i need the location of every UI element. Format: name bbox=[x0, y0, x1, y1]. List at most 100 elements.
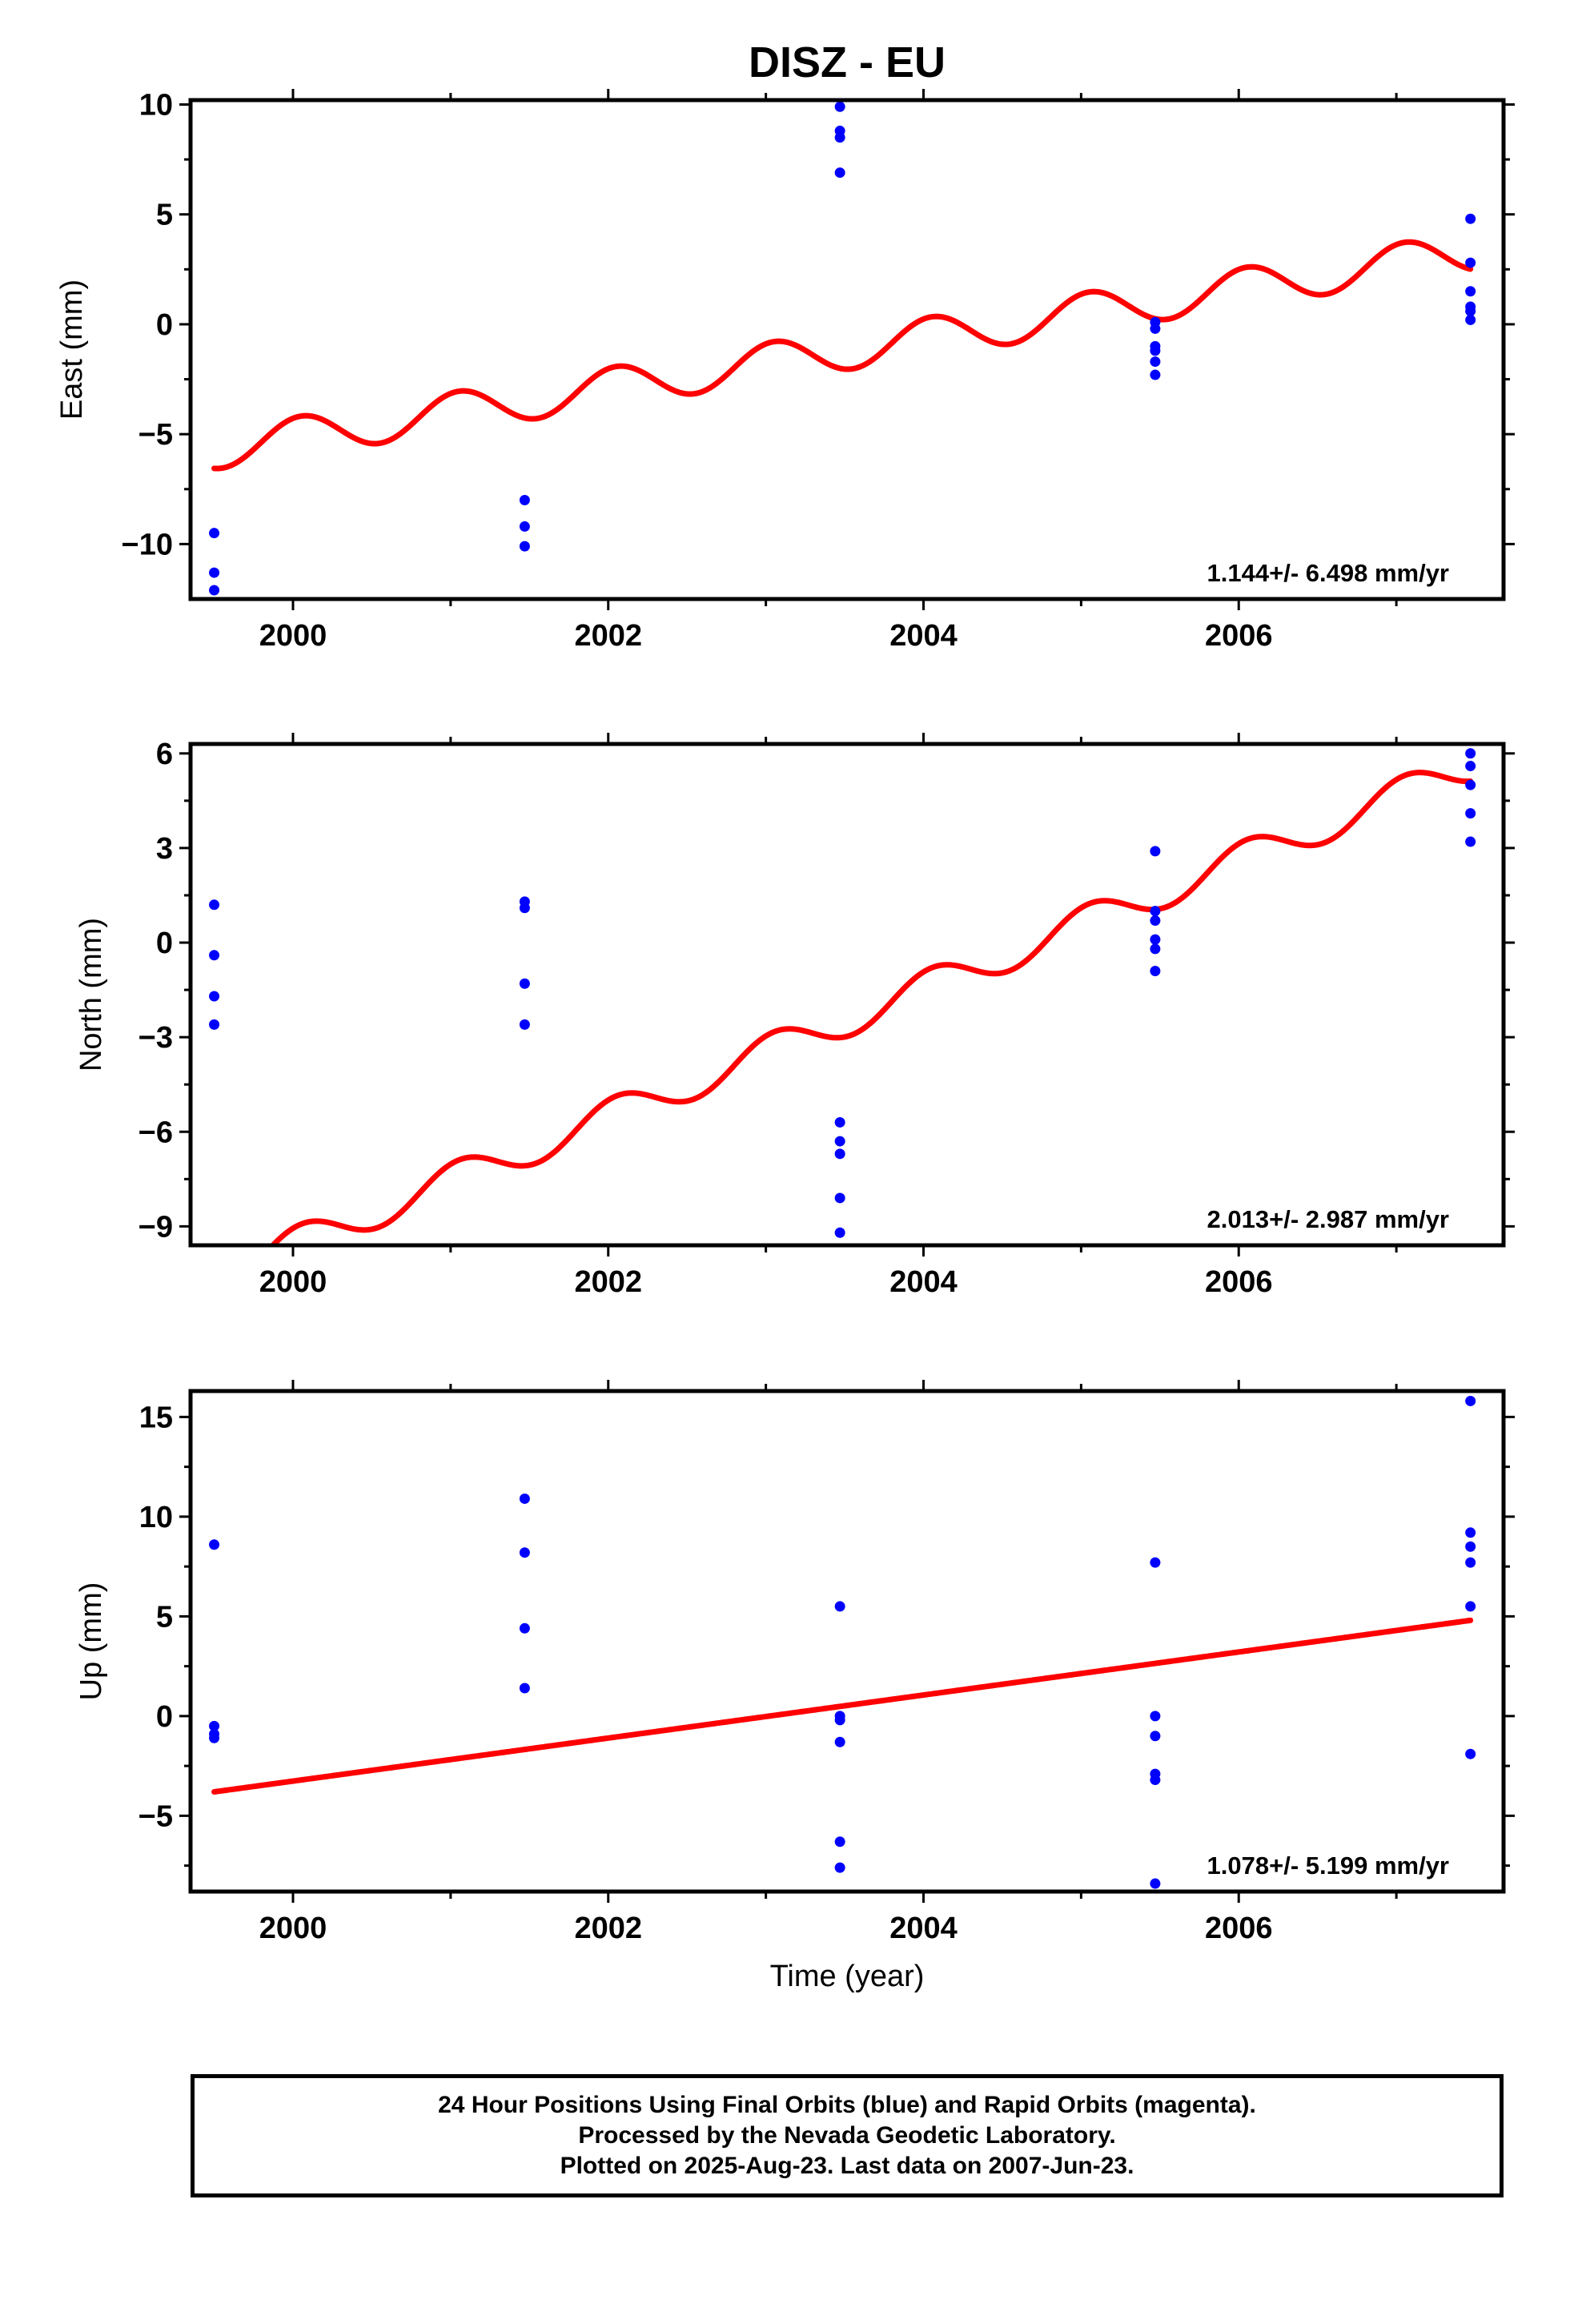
up-data-point bbox=[834, 1836, 845, 1848]
up-data-point bbox=[834, 1862, 845, 1873]
east-data-point bbox=[519, 495, 530, 505]
east-model-line bbox=[211, 239, 1474, 472]
east-x-tick-label: 2000 bbox=[259, 619, 327, 653]
east-data-point bbox=[1150, 369, 1161, 380]
up-y-tick-label: 0 bbox=[156, 1700, 173, 1734]
east-data-point bbox=[834, 132, 845, 143]
up-data-point bbox=[519, 1622, 530, 1634]
panel-north: 2000 2002 2004 2006 −9 −6 −3 0 3 6 North (mm) 2.013… bbox=[74, 733, 1515, 1299]
panel-up: 2000 2002 2004 2006 −5 0 5 10 15 Up (mm) 1.078+/- … bbox=[74, 1380, 1515, 1993]
up-y-axis-label: Up (mm) bbox=[74, 1582, 108, 1701]
east-data-point bbox=[519, 541, 530, 552]
east-data-point bbox=[1150, 356, 1161, 368]
north-data-point bbox=[1150, 915, 1161, 926]
east-data-point bbox=[1465, 305, 1476, 316]
up-data-point bbox=[209, 1732, 220, 1743]
east-data-point bbox=[1465, 286, 1476, 297]
north-x-tick-label: 2004 bbox=[889, 1265, 958, 1299]
up-data-point bbox=[834, 1736, 845, 1747]
east-data-point bbox=[1150, 345, 1161, 356]
east-y-tick-label: −5 bbox=[139, 418, 173, 452]
east-rate-label: 1.144+/- 6.498 mm/yr bbox=[1207, 559, 1449, 587]
east-data-point bbox=[1465, 257, 1476, 268]
north-data-point bbox=[1150, 934, 1161, 945]
up-axes-frame bbox=[188, 1389, 1506, 1894]
east-data-point bbox=[1150, 323, 1161, 334]
east-axes-frame bbox=[188, 98, 1506, 601]
up-model-line bbox=[211, 1617, 1474, 1795]
up-y-tick-label: 5 bbox=[156, 1600, 173, 1634]
east-y-tick-label: 10 bbox=[139, 88, 173, 122]
up-data-point bbox=[1465, 1395, 1476, 1406]
east-data-point bbox=[209, 585, 220, 596]
north-data-point bbox=[519, 978, 530, 989]
up-data-point bbox=[519, 1493, 530, 1504]
up-data-point bbox=[1150, 1557, 1161, 1568]
up-y-tick-label: 15 bbox=[139, 1401, 173, 1434]
east-data-point bbox=[1465, 314, 1476, 325]
up-data-point bbox=[519, 1547, 530, 1558]
east-y-axis-label: East (mm) bbox=[55, 279, 89, 420]
up-rate-label: 1.078+/- 5.199 mm/yr bbox=[1207, 1852, 1449, 1880]
up-data-point bbox=[209, 1539, 220, 1550]
up-data-point bbox=[1465, 1601, 1476, 1612]
up-x-tick-label: 2000 bbox=[259, 1912, 327, 1945]
north-y-tick-label: −9 bbox=[139, 1210, 173, 1244]
north-data-point bbox=[834, 1148, 845, 1160]
north-data-point bbox=[209, 991, 220, 1002]
north-data-point bbox=[1465, 836, 1476, 847]
north-x-tick-label: 2006 bbox=[1205, 1265, 1273, 1299]
east-y-tick-label: 5 bbox=[156, 199, 173, 232]
up-data-point bbox=[1465, 1541, 1476, 1552]
north-data-point bbox=[209, 1019, 220, 1030]
north-x-tick-label: 2002 bbox=[574, 1265, 642, 1299]
caption-line-3: Plotted on 2025-Aug-23. Last data on 200… bbox=[560, 2153, 1134, 2179]
north-data-point bbox=[209, 950, 220, 961]
up-data-point bbox=[519, 1683, 530, 1694]
east-y-tick-label: −10 bbox=[122, 528, 173, 561]
caption-line-2: Processed by the Nevada Geodetic Laborat… bbox=[578, 2122, 1116, 2149]
up-data-point bbox=[1150, 1775, 1161, 1786]
east-data-point bbox=[1465, 213, 1476, 224]
north-data-point bbox=[519, 1019, 530, 1030]
panels-group: 2000 2002 2004 2006 −10 −5 0 5 10 East (mm) 1.144+… bbox=[55, 88, 1515, 1993]
north-data-point bbox=[1465, 779, 1476, 790]
east-y-tick-label: 0 bbox=[156, 308, 173, 342]
north-y-tick-label: 6 bbox=[156, 738, 173, 771]
up-data-point bbox=[1465, 1748, 1476, 1759]
caption-line-1: 24 Hour Positions Using Final Orbits (bl… bbox=[438, 2092, 1256, 2118]
north-data-point bbox=[1150, 943, 1161, 955]
up-data-point bbox=[1150, 1878, 1161, 1889]
north-data-point bbox=[519, 903, 530, 914]
north-data-point bbox=[1150, 846, 1161, 857]
north-model-line bbox=[269, 770, 1474, 1245]
north-data-point bbox=[209, 899, 220, 911]
up-data-point bbox=[209, 1720, 220, 1731]
up-x-tick-label: 2002 bbox=[574, 1912, 642, 1945]
north-data-point bbox=[834, 1227, 845, 1238]
up-y-tick-label: 10 bbox=[139, 1501, 173, 1534]
up-x-tick-label: 2004 bbox=[889, 1912, 958, 1945]
north-data-point bbox=[834, 1136, 845, 1147]
north-data-point bbox=[834, 1192, 845, 1204]
caption-box: 24 Hour Positions Using Final Orbits (bl… bbox=[191, 2074, 1504, 2197]
north-data-point bbox=[834, 1116, 845, 1128]
north-y-tick-label: −3 bbox=[139, 1021, 173, 1055]
up-x-tick-label: 2006 bbox=[1205, 1912, 1273, 1945]
east-x-tick-label: 2004 bbox=[889, 619, 958, 653]
up-data-point bbox=[1465, 1527, 1476, 1538]
north-data-point bbox=[1465, 761, 1476, 772]
up-data-point bbox=[834, 1601, 845, 1612]
north-data-point bbox=[1150, 906, 1161, 917]
east-data-point bbox=[209, 567, 220, 578]
east-data-point bbox=[209, 528, 220, 539]
up-y-tick-label: −5 bbox=[139, 1799, 173, 1833]
east-x-tick-label: 2006 bbox=[1205, 619, 1273, 653]
up-x-axis-label: Time (year) bbox=[770, 1960, 925, 1993]
up-data-point bbox=[1465, 1557, 1476, 1568]
east-data-point bbox=[834, 101, 845, 112]
north-rate-label: 2.013+/- 2.987 mm/yr bbox=[1207, 1205, 1449, 1233]
north-y-tick-label: −6 bbox=[139, 1116, 173, 1149]
north-y-axis-label: North (mm) bbox=[74, 918, 108, 1072]
